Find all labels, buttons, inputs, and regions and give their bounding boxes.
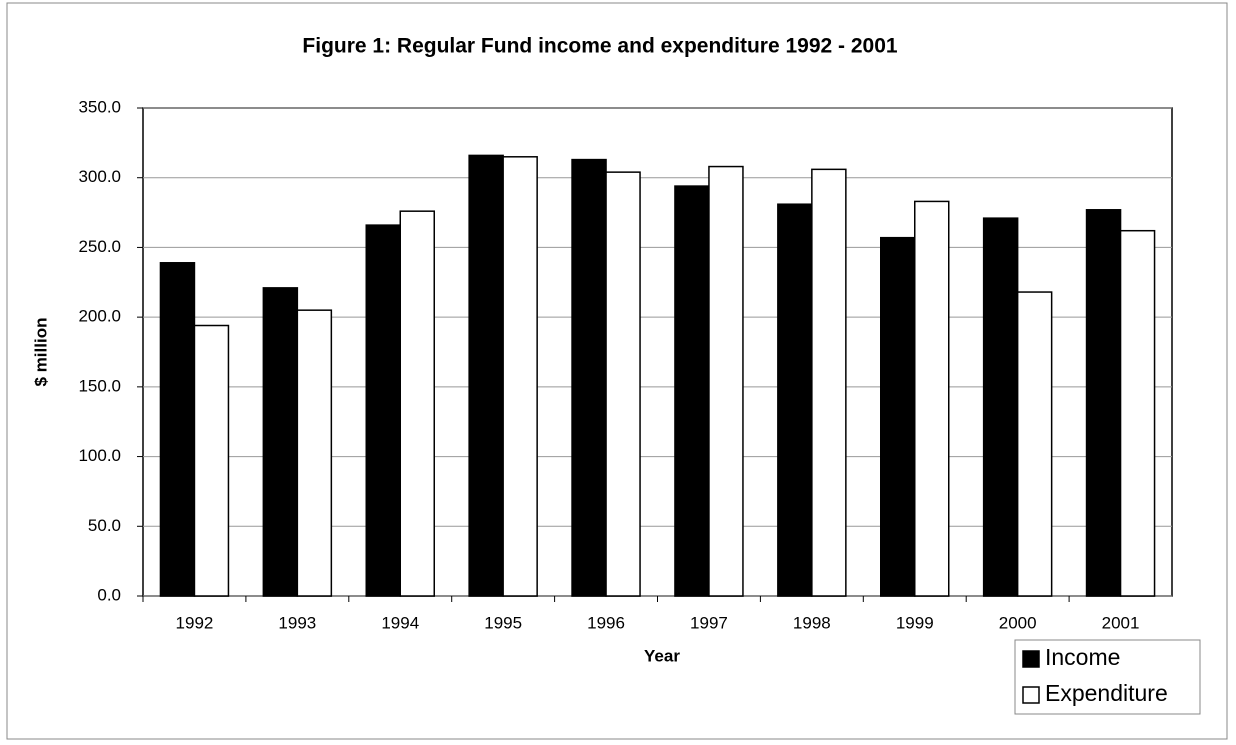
y-tick-label: 100.0 <box>78 446 121 465</box>
x-axis-label: Year <box>644 646 680 665</box>
bar <box>296 309 333 597</box>
x-tick-label: 2000 <box>999 613 1037 632</box>
bar <box>811 168 847 597</box>
bar <box>399 210 435 597</box>
bar <box>1016 291 1053 597</box>
y-tick-label: 50.0 <box>88 516 121 535</box>
bar <box>262 287 299 597</box>
bar <box>880 236 916 597</box>
bar <box>674 185 710 597</box>
x-tick-label: 1995 <box>484 613 522 632</box>
legend-label: Expenditure <box>1045 680 1168 706</box>
x-tick-label: 1996 <box>587 613 625 632</box>
legend-swatch <box>1022 650 1040 668</box>
bar <box>365 224 401 597</box>
bar <box>708 165 744 597</box>
bar <box>1119 229 1156 597</box>
y-tick-label: 250.0 <box>78 237 121 256</box>
bar <box>914 200 950 597</box>
x-tick-label: 1993 <box>278 613 316 632</box>
x-tick-label: 1997 <box>690 613 728 632</box>
x-tick-label: 1994 <box>381 613 419 632</box>
y-tick-label: 200.0 <box>78 307 121 326</box>
chart-title: Figure 1: Regular Fund income and expend… <box>302 35 897 58</box>
y-tick-label: 300.0 <box>78 167 121 186</box>
y-axis-label: $ million <box>31 318 50 387</box>
bar <box>571 158 607 597</box>
y-tick-label: 0.0 <box>97 585 121 604</box>
bar <box>1085 209 1122 597</box>
legend-box <box>1014 639 1201 715</box>
legend-label: Income <box>1045 644 1120 670</box>
bar <box>605 171 641 597</box>
bar <box>777 203 813 597</box>
y-tick-label: 150.0 <box>78 376 121 395</box>
x-tick-label: 1992 <box>176 613 214 632</box>
bar <box>468 154 504 597</box>
y-tick-label: 350.0 <box>78 97 121 116</box>
bar <box>159 262 196 597</box>
x-tick-label: 1998 <box>793 613 831 632</box>
bar <box>193 324 230 597</box>
bar <box>982 217 1019 597</box>
x-tick-label: 2001 <box>1102 613 1140 632</box>
bar <box>502 156 538 597</box>
x-tick-label: 1999 <box>896 613 934 632</box>
legend-swatch <box>1022 686 1040 704</box>
